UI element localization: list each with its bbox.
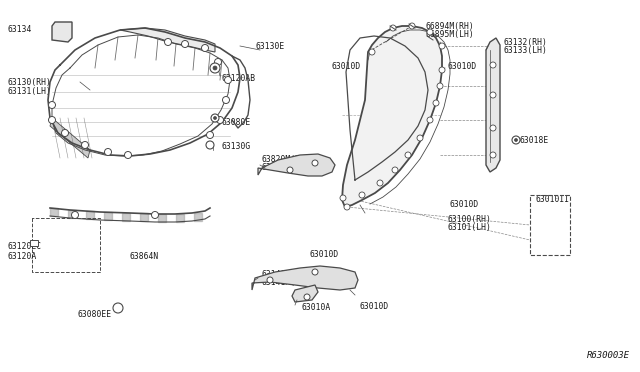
Text: 63010II: 63010II bbox=[536, 195, 570, 204]
Circle shape bbox=[312, 269, 318, 275]
Circle shape bbox=[202, 45, 209, 51]
Circle shape bbox=[287, 167, 293, 173]
Circle shape bbox=[49, 102, 56, 109]
Circle shape bbox=[214, 116, 216, 119]
Polygon shape bbox=[120, 28, 215, 52]
Text: 63132(RH): 63132(RH) bbox=[503, 38, 547, 47]
Circle shape bbox=[49, 116, 56, 124]
Polygon shape bbox=[50, 208, 58, 216]
Text: 63101(LH): 63101(LH) bbox=[448, 223, 492, 232]
Polygon shape bbox=[292, 285, 318, 302]
Text: 63130(RH): 63130(RH) bbox=[8, 78, 52, 87]
Polygon shape bbox=[86, 211, 94, 219]
Text: 63018E: 63018E bbox=[520, 136, 549, 145]
Text: 63010A: 63010A bbox=[302, 303, 332, 312]
Text: 63130G: 63130G bbox=[222, 142, 252, 151]
Bar bbox=[30, 240, 38, 246]
Polygon shape bbox=[68, 210, 76, 218]
Polygon shape bbox=[252, 266, 358, 290]
Circle shape bbox=[344, 204, 350, 210]
Circle shape bbox=[437, 83, 443, 89]
Circle shape bbox=[225, 77, 232, 83]
Circle shape bbox=[81, 141, 88, 148]
Circle shape bbox=[377, 180, 383, 186]
Circle shape bbox=[72, 212, 79, 218]
Circle shape bbox=[213, 66, 217, 70]
Text: 63080EE: 63080EE bbox=[78, 310, 112, 319]
Circle shape bbox=[390, 25, 396, 31]
Text: 63821M(LH): 63821M(LH) bbox=[262, 163, 311, 172]
Circle shape bbox=[392, 167, 398, 173]
Polygon shape bbox=[50, 118, 90, 158]
Circle shape bbox=[439, 43, 445, 49]
Text: 63100(RH): 63100(RH) bbox=[448, 215, 492, 224]
Text: R630003E: R630003E bbox=[587, 351, 630, 360]
Text: 63080E: 63080E bbox=[222, 118, 252, 127]
Text: 63010D: 63010D bbox=[310, 250, 339, 259]
Text: 63010D: 63010D bbox=[448, 62, 477, 71]
Polygon shape bbox=[258, 154, 335, 176]
Circle shape bbox=[490, 125, 496, 131]
Text: 63133(LH): 63133(LH) bbox=[503, 46, 547, 55]
Circle shape bbox=[207, 131, 214, 138]
Circle shape bbox=[369, 49, 375, 55]
Text: 63010D: 63010D bbox=[332, 62, 361, 71]
Circle shape bbox=[409, 23, 415, 29]
Circle shape bbox=[152, 212, 159, 218]
Text: 63010D: 63010D bbox=[360, 302, 389, 311]
Circle shape bbox=[267, 277, 273, 283]
Circle shape bbox=[439, 67, 445, 73]
Circle shape bbox=[427, 117, 433, 123]
Circle shape bbox=[223, 96, 230, 103]
Circle shape bbox=[512, 136, 520, 144]
Polygon shape bbox=[176, 214, 184, 222]
Circle shape bbox=[340, 195, 346, 201]
Circle shape bbox=[214, 58, 221, 65]
Text: 63130E: 63130E bbox=[255, 42, 284, 51]
Circle shape bbox=[417, 135, 423, 141]
Circle shape bbox=[490, 92, 496, 98]
Circle shape bbox=[206, 141, 214, 149]
Circle shape bbox=[104, 148, 111, 155]
Circle shape bbox=[433, 100, 439, 106]
Polygon shape bbox=[486, 38, 500, 172]
Text: 63120A: 63120A bbox=[8, 252, 37, 261]
Text: 63820M(RH): 63820M(RH) bbox=[262, 155, 311, 164]
Circle shape bbox=[182, 41, 189, 48]
Circle shape bbox=[113, 303, 123, 313]
Text: 63010D: 63010D bbox=[450, 200, 479, 209]
Text: 63140M(RH): 63140M(RH) bbox=[262, 270, 311, 279]
Polygon shape bbox=[342, 26, 442, 207]
Circle shape bbox=[312, 160, 318, 166]
Circle shape bbox=[61, 129, 68, 137]
Circle shape bbox=[216, 116, 223, 124]
Circle shape bbox=[515, 138, 518, 141]
Polygon shape bbox=[52, 22, 72, 42]
Text: 63120EC: 63120EC bbox=[8, 242, 42, 251]
Circle shape bbox=[211, 114, 219, 122]
Text: 63141M(LH): 63141M(LH) bbox=[262, 278, 311, 287]
Circle shape bbox=[359, 192, 365, 198]
Circle shape bbox=[405, 152, 411, 158]
Polygon shape bbox=[122, 213, 130, 221]
Text: 63134: 63134 bbox=[8, 25, 33, 34]
Text: 63131(LH): 63131(LH) bbox=[8, 87, 52, 96]
Text: 66895M(LH): 66895M(LH) bbox=[425, 30, 474, 39]
Circle shape bbox=[427, 29, 433, 35]
Text: 66894M(RH): 66894M(RH) bbox=[425, 22, 474, 31]
Circle shape bbox=[164, 38, 172, 45]
Circle shape bbox=[490, 152, 496, 158]
Polygon shape bbox=[104, 212, 112, 220]
Circle shape bbox=[210, 63, 220, 73]
Text: 63864N: 63864N bbox=[130, 252, 159, 261]
Circle shape bbox=[125, 151, 131, 158]
Polygon shape bbox=[158, 214, 166, 222]
Polygon shape bbox=[194, 213, 202, 221]
Polygon shape bbox=[140, 214, 148, 221]
Circle shape bbox=[304, 294, 310, 300]
Circle shape bbox=[490, 62, 496, 68]
Text: 63120AB: 63120AB bbox=[222, 74, 256, 83]
